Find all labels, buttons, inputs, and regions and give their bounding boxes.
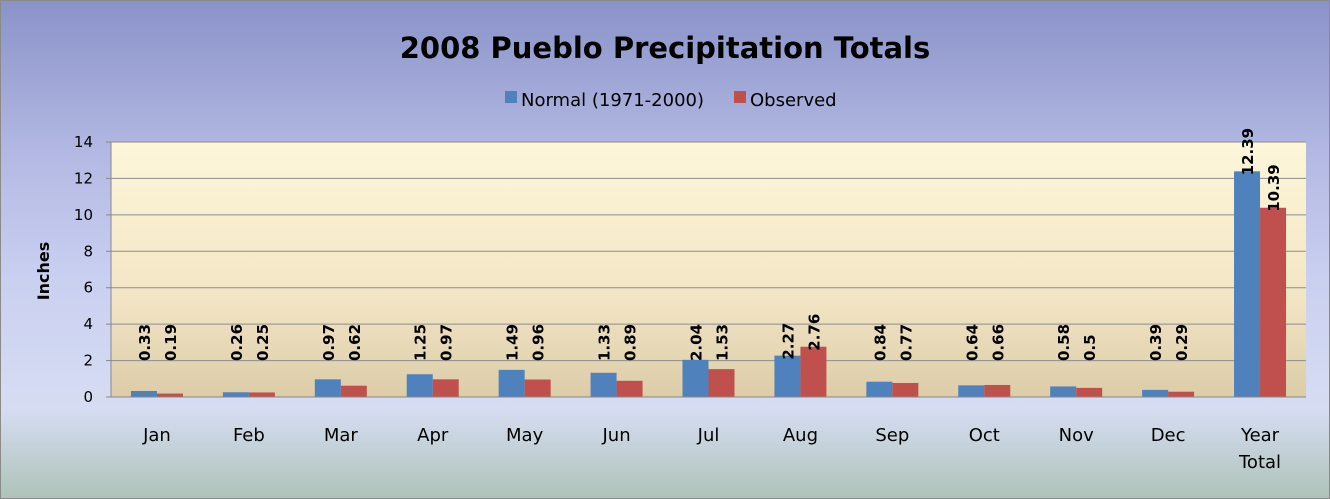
x-category-label: Apr	[417, 425, 449, 446]
x-category-label: Nov	[1059, 425, 1094, 446]
bar-observed	[1168, 391, 1195, 397]
bar-observed	[524, 379, 551, 397]
data-label: 0.84	[871, 324, 889, 361]
y-tick-label: 0	[83, 388, 93, 406]
bar-normal	[406, 374, 433, 397]
data-label: 0.89	[622, 324, 640, 361]
data-label: 1.53	[714, 324, 732, 361]
data-label: 12.39	[1239, 128, 1257, 175]
bar-normal	[774, 355, 801, 397]
data-label: 0.64	[963, 324, 981, 361]
data-label: 10.39	[1265, 164, 1283, 211]
bar-normal	[222, 392, 249, 397]
data-label: 2.76	[805, 314, 823, 351]
data-label: 0.39	[1147, 324, 1165, 361]
data-label: 0.29	[1173, 324, 1191, 361]
bar-normal	[1142, 389, 1169, 397]
bar-normal	[1050, 386, 1077, 397]
x-category-label: Aug	[783, 425, 818, 446]
data-label: 0.62	[346, 324, 364, 361]
data-label: 0.19	[162, 324, 180, 361]
x-category-label: Feb	[233, 425, 265, 446]
y-tick-label: 10	[74, 206, 93, 224]
bar-normal	[314, 379, 341, 397]
data-label: 0.97	[438, 324, 456, 361]
bar-observed	[984, 384, 1011, 397]
bar-normal	[130, 390, 157, 397]
bar-observed	[708, 369, 735, 397]
data-label: 1.33	[596, 324, 614, 361]
data-label: 0.96	[530, 324, 548, 361]
bar-observed	[156, 393, 183, 397]
data-labels: 0.33 0.19 0.26 0.25 0.97 0.62 1.25 0.97 1.49 0.96…	[136, 128, 1283, 361]
legend-swatch-observed	[734, 91, 746, 103]
data-label: 0.58	[1055, 324, 1073, 361]
y-tick-label: 4	[83, 315, 93, 333]
bars	[130, 171, 1287, 397]
data-label: 0.26	[228, 324, 246, 361]
y-axis-label: Inches	[34, 242, 53, 301]
bar-normal	[498, 369, 525, 397]
bar-normal	[958, 385, 985, 397]
bar-observed	[248, 392, 275, 397]
legend-label-normal: Normal (1971-2000)	[521, 90, 704, 111]
legend: Normal (1971-2000) Observed	[505, 90, 837, 111]
bar-observed	[1260, 207, 1287, 397]
x-category-label: Sep	[875, 425, 909, 446]
bar-observed	[432, 379, 459, 397]
bar-observed	[800, 346, 827, 397]
data-label: 2.27	[779, 323, 797, 360]
bar-observed	[340, 385, 367, 397]
data-label: 1.25	[412, 324, 430, 361]
data-label: 0.5	[1081, 334, 1099, 361]
data-label: 0.25	[254, 324, 272, 361]
legend-swatch-normal	[505, 91, 517, 103]
data-label: 2.04	[688, 324, 706, 361]
plot-area	[111, 142, 1306, 397]
bar-observed	[892, 382, 919, 397]
y-tick-label: 14	[74, 133, 93, 151]
legend-label-observed: Observed	[750, 90, 837, 111]
data-label: 1.49	[504, 324, 522, 361]
x-axis-categories: Jan Feb Mar Apr May Jun Jul Aug Sep Oct Nov Dec Year…	[142, 425, 1281, 473]
x-category-label: Oct	[969, 425, 1000, 446]
x-category-label: Mar	[324, 425, 359, 446]
y-axis-ticks: 0 2 4 6 8 10 12 14	[74, 133, 111, 406]
y-tick-label: 12	[74, 169, 93, 187]
x-category-label: Dec	[1151, 425, 1186, 446]
data-label: 0.77	[897, 324, 915, 361]
bar-normal	[866, 381, 893, 397]
bar-normal	[1234, 171, 1261, 397]
x-category-label: Year Total	[1238, 425, 1281, 473]
y-tick-label: 2	[83, 352, 93, 370]
data-label: 0.97	[320, 324, 338, 361]
chart-title: 2008 Pueblo Precipitation Totals	[400, 31, 931, 65]
y-tick-label: 6	[83, 279, 93, 297]
x-category-label: Jul	[697, 425, 720, 446]
y-tick-label: 8	[83, 242, 93, 260]
x-category-label: May	[506, 425, 544, 446]
data-label: 0.66	[989, 324, 1007, 361]
bar-observed	[1076, 387, 1103, 397]
data-label: 0.33	[136, 324, 154, 361]
x-category-label: Jun	[602, 425, 631, 446]
x-category-label: Jan	[142, 425, 171, 446]
bar-observed	[616, 380, 643, 397]
bar-normal	[590, 372, 617, 397]
bar-normal	[682, 359, 709, 397]
gridlines	[111, 141, 1306, 362]
